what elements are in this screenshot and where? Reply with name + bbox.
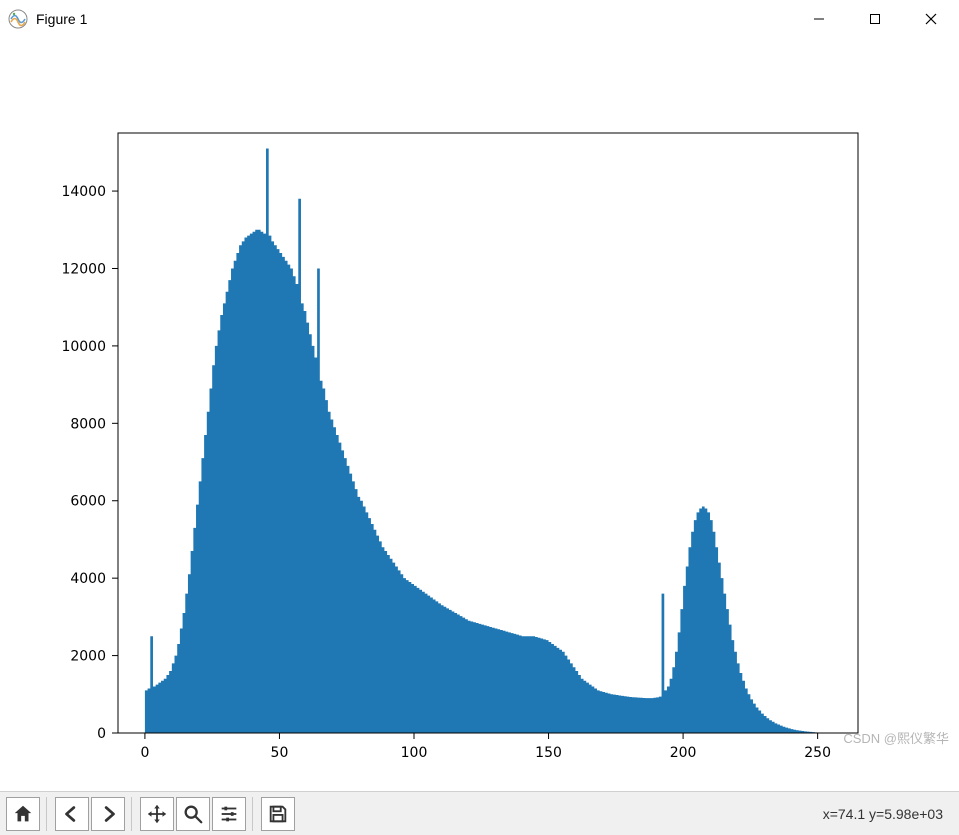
- y-tick-label: 14000: [61, 184, 106, 200]
- toolbar: x=74.1 y=5.98e+03: [0, 791, 959, 835]
- window-title: Figure 1: [36, 11, 87, 27]
- x-tick-label: 0: [140, 745, 149, 761]
- save-button[interactable]: [261, 797, 295, 831]
- y-tick-label: 0: [97, 726, 106, 742]
- coord-readout: x=74.1 y=5.98e+03: [823, 806, 953, 822]
- y-tick-label: 10000: [61, 339, 106, 355]
- home-button[interactable]: [6, 797, 40, 831]
- maximize-button[interactable]: [847, 0, 903, 38]
- y-tick-label: 4000: [70, 571, 106, 587]
- y-tick-label: 2000: [70, 649, 106, 665]
- back-button[interactable]: [55, 797, 89, 831]
- x-tick-label: 50: [271, 745, 289, 761]
- x-tick-label: 250: [804, 745, 831, 761]
- forward-button[interactable]: [91, 797, 125, 831]
- window: Figure 1 0 50 100 150 200 250 0 2000 4000 6000 800…: [0, 0, 959, 835]
- y-tick-label: 8000: [70, 416, 106, 432]
- titlebar: Figure 1: [0, 0, 959, 38]
- x-tick-label: 100: [401, 745, 428, 761]
- plot-region[interactable]: 0 50 100 150 200 250 0 2000 4000 6000 8000 10000 120…: [0, 38, 959, 791]
- close-button[interactable]: [903, 0, 959, 38]
- y-tick-label: 12000: [61, 261, 106, 277]
- configure-subplots-button[interactable]: [212, 797, 246, 831]
- minimize-button[interactable]: [791, 0, 847, 38]
- app-icon: [8, 9, 28, 29]
- x-tick-label: 200: [670, 745, 697, 761]
- pan-button[interactable]: [140, 797, 174, 831]
- zoom-button[interactable]: [176, 797, 210, 831]
- histogram-chart: 0 50 100 150 200 250 0 2000 4000 6000 8000 10000 120…: [0, 38, 959, 791]
- x-tick-label: 150: [535, 745, 562, 761]
- y-tick-label: 6000: [70, 494, 106, 510]
